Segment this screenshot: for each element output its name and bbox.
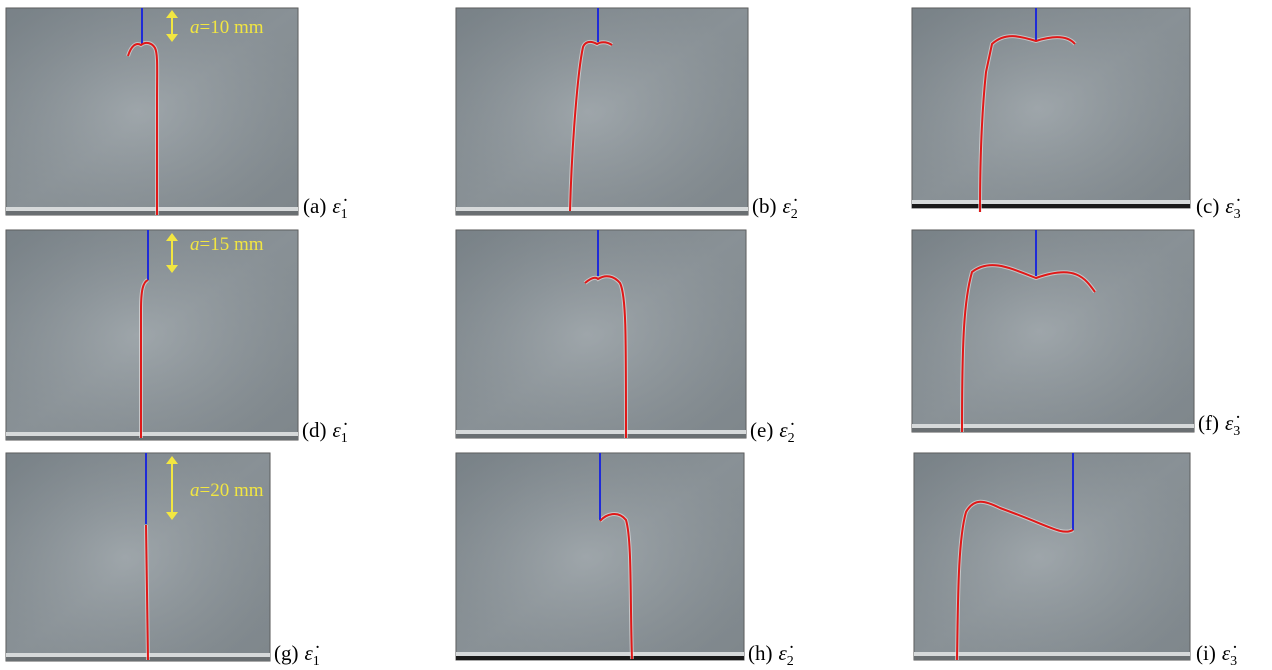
photo-shade <box>6 230 298 440</box>
panel-label: (f)ε̇3 <box>1198 411 1240 439</box>
strain-subscript: 1 <box>313 654 320 669</box>
plate-edge <box>6 432 298 436</box>
photo-panel: (e)ε̇2 <box>456 230 795 446</box>
strain-subscript: 2 <box>788 431 795 446</box>
strain-subscript: 3 <box>1230 654 1237 669</box>
plate-edge <box>6 653 270 657</box>
panel-letter: (h) <box>748 641 773 665</box>
plate-edge <box>6 207 298 211</box>
photo-shade <box>912 230 1194 432</box>
strain-subscript: 1 <box>341 207 348 222</box>
annotation-text: a=20 mm <box>190 480 264 501</box>
plate-edge <box>912 424 1194 428</box>
panel-letter: (b) <box>752 194 777 218</box>
annotation-value: =10 mm <box>200 17 264 38</box>
panel-letter: (c) <box>1196 194 1219 218</box>
annotation-symbol: a <box>190 480 200 501</box>
panel-letter: (e) <box>750 418 773 442</box>
panel-label: (d)ε̇1 <box>302 418 348 446</box>
photo-panel: (d)ε̇1 <box>6 230 348 446</box>
annotation-text: a=10 mm <box>190 17 264 38</box>
annotation-value: =15 mm <box>200 234 264 255</box>
plate-base <box>912 204 1190 208</box>
panel-letter: (i) <box>1196 641 1216 665</box>
strain-subscript: 1 <box>341 431 348 446</box>
plate-base <box>456 211 748 215</box>
photo-shade <box>456 8 748 215</box>
plate-base <box>6 211 298 215</box>
plate-base <box>6 436 298 440</box>
strain-subscript: 3 <box>1233 424 1240 439</box>
annotation-value: =20 mm <box>200 480 264 501</box>
photo-shade <box>6 8 298 215</box>
strain-subscript: 2 <box>791 207 798 222</box>
panel-label: (c)ε̇3 <box>1196 194 1241 222</box>
panel-label: (a)ε̇1 <box>303 194 348 222</box>
photo-panel: (g)ε̇1 <box>6 453 320 669</box>
panel-label: (g)ε̇1 <box>274 641 320 669</box>
strain-subscript: 2 <box>787 654 794 669</box>
photo-panel: (f)ε̇3 <box>912 230 1240 439</box>
panel-letter: (f) <box>1198 411 1219 435</box>
photo-panel: (i)ε̇3 <box>914 453 1237 669</box>
photo-shade <box>456 230 746 438</box>
plate-edge <box>456 652 744 656</box>
panel-letter: (g) <box>274 641 299 665</box>
annotation-symbol: a <box>190 234 200 255</box>
plate-base <box>6 657 270 661</box>
plate-edge <box>912 200 1190 204</box>
panel-letter: (a) <box>303 194 326 218</box>
photo-panel: (b)ε̇2 <box>456 8 798 222</box>
panel-label: (i)ε̇3 <box>1196 641 1237 669</box>
annotation-text: a=15 mm <box>190 234 264 255</box>
strain-subscript: 3 <box>1234 207 1241 222</box>
panel-label: (b)ε̇2 <box>752 194 798 222</box>
panel-letter: (d) <box>302 418 327 442</box>
plate-edge <box>456 207 748 211</box>
photo-panel: (h)ε̇2 <box>456 453 794 669</box>
photo-shade <box>914 453 1190 660</box>
plate-base <box>456 434 746 438</box>
photo-panel: (a)ε̇1 <box>6 8 348 222</box>
plate-edge <box>456 430 746 434</box>
panel-label: (e)ε̇2 <box>750 418 795 446</box>
panel-label: (h)ε̇2 <box>748 641 794 669</box>
photo-panel: (c)ε̇3 <box>912 8 1241 222</box>
annotation-symbol: a <box>190 17 200 38</box>
figure: (a)ε̇1 (b)ε̇2 (c)ε̇3 (d)ε̇1 (e)ε̇2 (f)ε̇3 (g)ε… <box>0 0 1272 670</box>
plate-base <box>456 656 744 660</box>
plate-base <box>912 428 1194 432</box>
